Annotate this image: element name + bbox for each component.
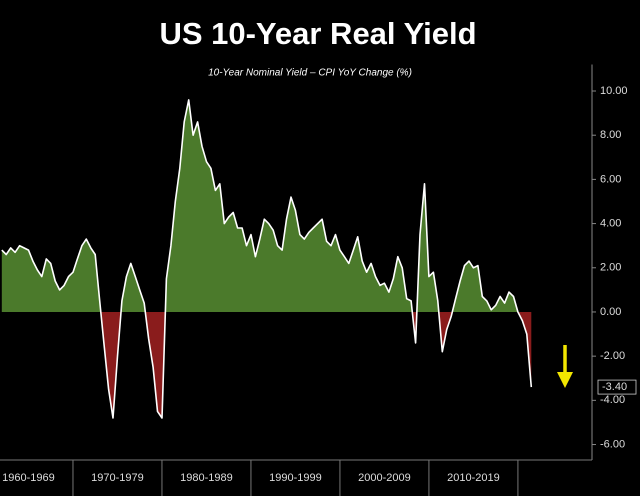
- y-tick-label: -4.00: [600, 394, 625, 406]
- y-tick-label: -2.00: [600, 350, 625, 362]
- x-tick-label: 2000-2009: [358, 472, 411, 484]
- last-value-box: [597, 379, 637, 395]
- negative-area: [1, 311, 532, 418]
- y-tick-label: 4.00: [600, 217, 621, 229]
- y-tick-label: -6.00: [600, 438, 625, 450]
- y-tick-label: 8.00: [600, 129, 621, 141]
- arrow-head: [557, 372, 573, 388]
- chart-subtitle: 10-Year Nominal Yield – CPI YoY Change (…: [208, 68, 412, 79]
- y-tick-label: 6.00: [600, 173, 621, 185]
- yield-line: [1, 99, 533, 419]
- last-value-label: -3.40: [602, 381, 627, 393]
- x-tick-label: 1980-1989: [180, 472, 233, 484]
- x-tick-label: 2010-2019: [447, 472, 500, 484]
- x-tick-label: 1990-1999: [269, 472, 322, 484]
- x-tick-label: 1960-1969: [2, 472, 55, 484]
- y-tick-label: 10.00: [600, 85, 628, 97]
- chart-title: US 10-Year Real Yield: [159, 16, 476, 51]
- y-tick-label: 2.00: [600, 262, 621, 274]
- x-tick-label: 1970-1979: [91, 472, 144, 484]
- positive-area: [1, 99, 518, 312]
- y-tick-label: 0.00: [600, 306, 621, 318]
